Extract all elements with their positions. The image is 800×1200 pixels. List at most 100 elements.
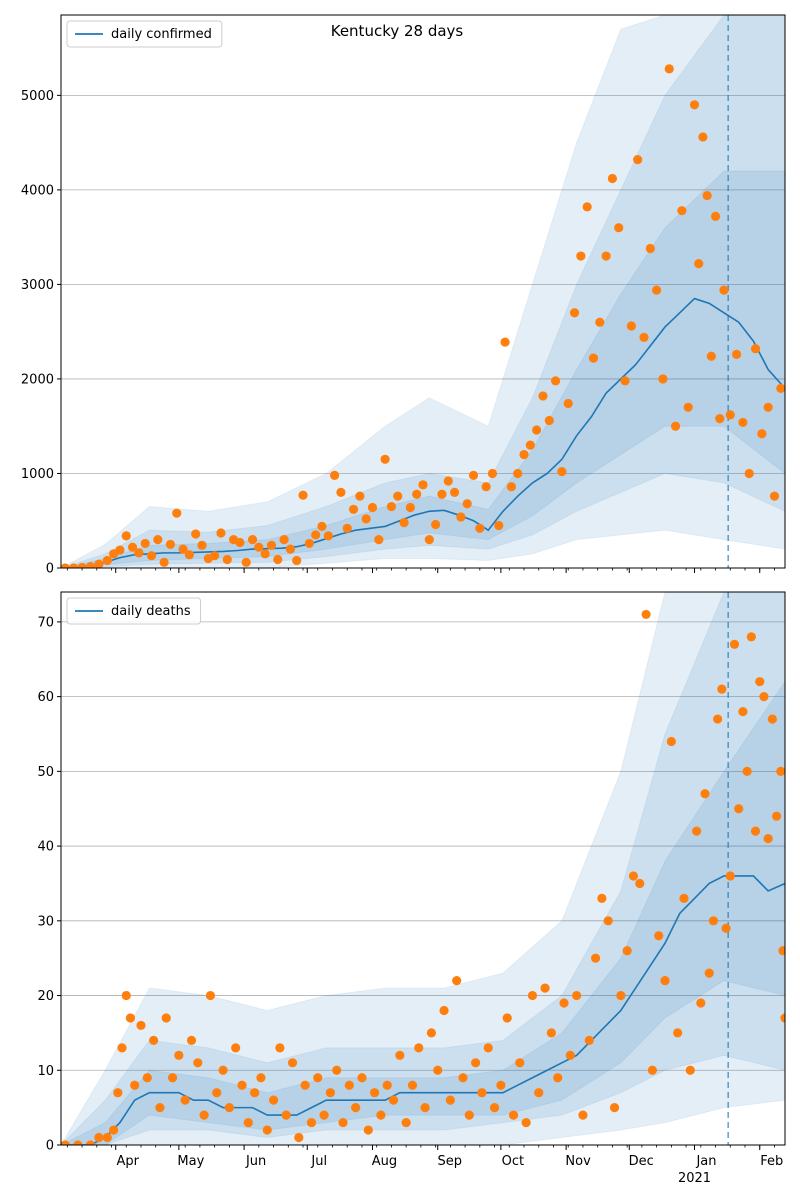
deaths-legend: daily deaths [66, 597, 202, 625]
deaths-series-line [61, 875, 785, 1145]
deaths-point-6 [113, 1088, 123, 1098]
confirmed-point-4 [94, 559, 104, 568]
confirmed-point-2 [77, 562, 87, 568]
confirmed-point-3 [85, 561, 96, 568]
confirmed-ytick-label-5: 5000 [21, 89, 54, 104]
confirmed-point-76 [550, 376, 561, 386]
confirmed-point-47 [367, 502, 378, 513]
confirmed-plot-area [61, 15, 785, 568]
confirmed-point-57 [431, 519, 441, 530]
confirmed-point-67 [494, 520, 504, 531]
confirmed-point-43 [342, 523, 352, 533]
confirmed-point-109 [744, 468, 754, 479]
deaths-xtick-label-5: Sep [437, 1154, 462, 1169]
deaths-point-109 [734, 804, 744, 814]
confirmed-point-101 [702, 190, 712, 201]
deaths-point-58 [433, 1065, 443, 1075]
deaths-point-102 [704, 968, 714, 978]
confirmed-uncertainty-band-1 [61, 15, 785, 568]
deaths-point-43 [338, 1117, 348, 1128]
confirmed-point-16 [172, 508, 182, 518]
deaths-point-114 [755, 677, 765, 687]
confirmed-point-70 [513, 468, 523, 479]
confirmed-point-58 [437, 489, 447, 499]
confirmed-point-39 [317, 521, 327, 532]
deaths-point-95 [666, 736, 676, 747]
deaths-uncertainty-band-2 [61, 680, 785, 1145]
confirmed-point-56 [424, 535, 434, 545]
confirmed-point-1 [69, 563, 79, 568]
deaths-xtick-label-7: Nov [565, 1154, 591, 1169]
deaths-ytick-label-7: 70 [37, 615, 54, 630]
deaths-year-label: 2021 [678, 1171, 711, 1186]
confirmed-point-88 [626, 321, 636, 331]
deaths-point-30 [256, 1073, 266, 1083]
deaths-point-82 [584, 1035, 594, 1045]
confirmed-point-35 [292, 555, 302, 566]
confirmed-ytick-label-2: 2000 [21, 372, 54, 387]
deaths-point-35 [287, 1058, 298, 1068]
confirmed-legend-label: daily confirmed [111, 27, 212, 42]
deaths-point-111 [742, 766, 752, 776]
deaths-point-19 [186, 1035, 197, 1045]
deaths-point-12 [142, 1073, 152, 1083]
deaths-xtick-label-0: Apr [116, 1154, 139, 1169]
deaths-point-71 [515, 1058, 525, 1068]
deaths-point-56 [420, 1103, 430, 1113]
confirmed-point-80 [576, 251, 586, 261]
confirmed-point-105 [719, 285, 729, 295]
deaths-point-74 [534, 1088, 544, 1098]
deaths-point-32 [268, 1095, 279, 1105]
confirmed-point-64 [475, 523, 485, 533]
confirmed-point-92 [652, 285, 662, 295]
deaths-point-70 [508, 1110, 519, 1120]
confirmed-point-110 [750, 344, 761, 354]
deaths-point-92 [647, 1065, 658, 1075]
deaths-legend-box [66, 597, 202, 625]
confirmed-point-83 [595, 317, 605, 327]
confirmed-point-41 [330, 470, 340, 480]
deaths-point-77 [553, 1073, 563, 1083]
confirmed-point-82 [588, 353, 599, 363]
deaths-xtick-label-1: May [177, 1154, 204, 1169]
confirmed-uncertainty-band-2 [61, 170, 785, 568]
confirmed-point-111 [757, 429, 767, 439]
deaths-point-57 [426, 1028, 437, 1038]
deaths-point-79 [565, 1050, 575, 1060]
deaths-point-89 [628, 871, 639, 881]
deaths-point-18 [180, 1095, 190, 1105]
confirmed-point-66 [487, 468, 498, 479]
deaths-point-88 [622, 946, 632, 956]
deaths-xtick-label-10: Feb [760, 1154, 783, 1169]
confirmed-point-91 [645, 243, 655, 254]
confirmed-point-71 [519, 449, 529, 460]
confirmed-point-75 [544, 415, 554, 426]
deaths-xtick-label-4: Aug [372, 1154, 397, 1169]
deaths-point-75 [540, 983, 550, 993]
deaths-point-11 [136, 1020, 146, 1031]
deaths-point-119 [776, 766, 785, 776]
deaths-point-59 [439, 1005, 449, 1016]
confirmed-point-93 [658, 374, 668, 384]
confirmed-point-29 [254, 542, 264, 552]
confirmed-point-7 [115, 545, 125, 555]
confirmed-point-34 [285, 544, 296, 554]
deaths-point-34 [281, 1110, 291, 1120]
deaths-ytick-label-4: 40 [37, 840, 54, 855]
deaths-point-78 [559, 998, 569, 1008]
confirmed-point-42 [336, 487, 346, 497]
deaths-point-94 [660, 975, 670, 986]
confirmed-point-106 [725, 410, 735, 420]
confirmed-point-23 [216, 528, 226, 538]
confirmed-point-69 [506, 482, 516, 492]
confirmed-point-73 [532, 425, 542, 435]
deaths-point-110 [738, 706, 748, 717]
deaths-point-63 [464, 1110, 474, 1120]
deaths-point-4 [102, 1132, 112, 1143]
deaths-point-20 [193, 1058, 203, 1068]
deaths-point-26 [231, 1043, 241, 1053]
confirmed-point-44 [348, 504, 359, 514]
confirmed-point-107 [731, 349, 742, 359]
confirmed-point-65 [481, 482, 491, 492]
